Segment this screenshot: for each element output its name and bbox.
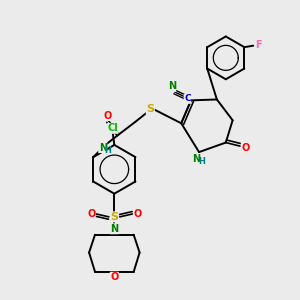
Text: S: S bbox=[110, 212, 118, 222]
Text: O: O bbox=[103, 110, 111, 121]
Text: C: C bbox=[184, 94, 191, 103]
Text: S: S bbox=[146, 104, 154, 114]
Text: F: F bbox=[255, 40, 262, 50]
Text: H: H bbox=[199, 157, 206, 166]
Text: O: O bbox=[134, 209, 142, 219]
Text: N: N bbox=[110, 224, 118, 234]
Text: O: O bbox=[110, 272, 118, 282]
Text: N: N bbox=[99, 142, 107, 153]
Text: O: O bbox=[241, 142, 250, 153]
Text: Cl: Cl bbox=[107, 123, 118, 133]
Text: H: H bbox=[104, 146, 111, 155]
Text: O: O bbox=[87, 209, 95, 219]
Text: N: N bbox=[168, 81, 176, 92]
Text: N: N bbox=[192, 154, 200, 164]
